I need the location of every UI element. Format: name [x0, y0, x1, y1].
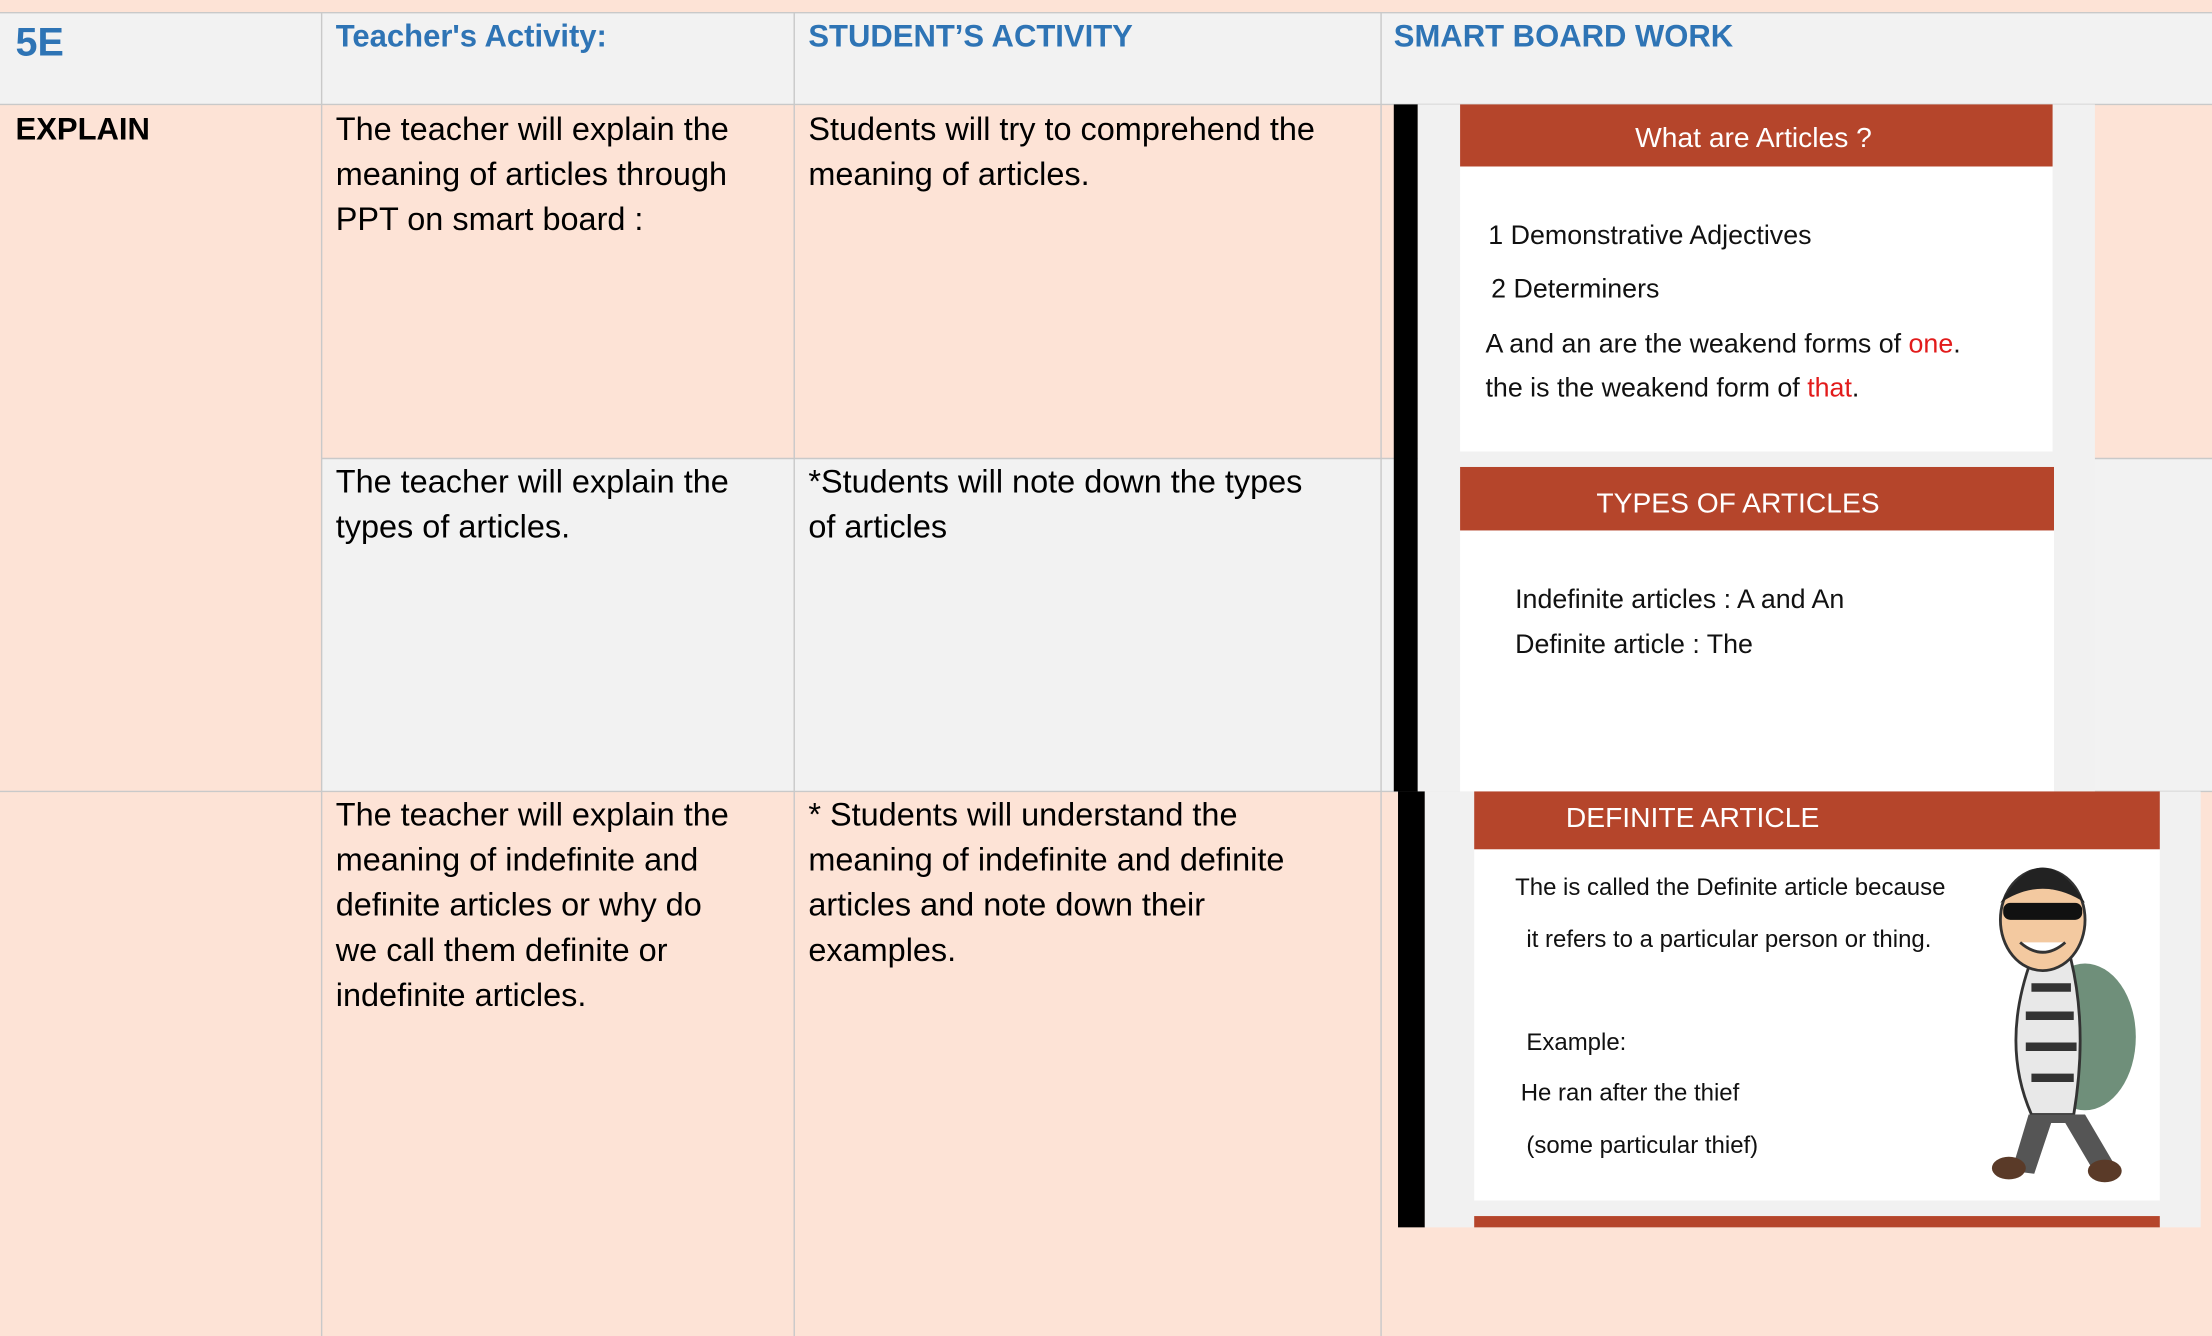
- slide-header: [1460, 466, 2054, 531]
- header-cell: STUDENT’S ACTIVITY: [808, 18, 1133, 53]
- slide-line: 1 Demonstrative Adjectives: [1488, 220, 1811, 250]
- slide-text: 1 Demonstrative Adjectives: [1488, 220, 1811, 250]
- slide-frame-bar: [1398, 791, 1425, 1228]
- slide-text: The is called the Definite article becau…: [1515, 874, 1945, 901]
- slide-text: one: [1909, 329, 1954, 359]
- slide-text: He ran after the thief: [1521, 1080, 1740, 1107]
- teacher-activity: types of articles.: [336, 509, 570, 545]
- slide-line: A and an are the weakend forms of one.: [1485, 329, 1960, 359]
- slide-line: The is called the Definite article becau…: [1515, 874, 1945, 901]
- slide-title: What are Articles ?: [1635, 121, 1872, 153]
- teacher-activity: meaning of articles through: [336, 156, 727, 192]
- thief-illustration: [1991, 867, 2136, 1183]
- student-activity: examples.: [808, 932, 956, 968]
- slide-text: .: [1852, 372, 1859, 402]
- slide-text: 2 Determiners: [1491, 274, 1659, 304]
- slide-title: TYPES OF ARTICLES: [1596, 487, 1879, 519]
- student-activity: of articles: [808, 509, 947, 545]
- slide-header: [1474, 791, 2160, 850]
- slide-line: He ran after the thief: [1521, 1080, 1740, 1107]
- slide-title: DEFINITE ARTICLE: [1566, 801, 1819, 833]
- header-cell: 5E: [16, 21, 64, 65]
- slide-line: (some particular thief): [1526, 1132, 1758, 1159]
- slide-text: that: [1807, 372, 1852, 402]
- slide-line: it refers to a particular person or thin…: [1526, 926, 1931, 953]
- slide-header: [1460, 104, 2053, 167]
- student-activity: * Students will understand the: [808, 796, 1237, 832]
- slide-text: (some particular thief): [1526, 1132, 1758, 1159]
- stage-label: EXPLAIN: [16, 111, 150, 146]
- teacher-activity: The teacher will explain the: [336, 796, 729, 832]
- slide-line: 2 Determiners: [1491, 274, 1659, 304]
- teacher-activity: we call them definite or: [335, 932, 668, 968]
- teacher-activity: The teacher will explain the: [336, 111, 729, 147]
- slide-frame-bar: [1393, 104, 1418, 792]
- slide-text: Indefinite articles : A and An: [1515, 584, 1844, 614]
- slide-text: the is the weakend form of: [1485, 372, 1807, 402]
- next-slide-edge: [1474, 1216, 2160, 1228]
- student-activity: *Students will note down the types: [808, 463, 1302, 499]
- stage-cell: [0, 458, 322, 792]
- slide-text: .: [1953, 329, 1960, 359]
- slide-text: Definite article : The: [1515, 629, 1753, 659]
- top-strip: [0, 0, 2212, 13]
- teacher-activity: PPT on smart board :: [336, 201, 644, 237]
- teacher-activity: meaning of indefinite and: [336, 842, 698, 878]
- slide-text: Example:: [1526, 1029, 1626, 1056]
- student-activity: meaning of indefinite and definite: [808, 842, 1284, 878]
- teacher-activity: definite articles or why do: [336, 887, 702, 923]
- student-activity: articles and note down their: [808, 887, 1205, 923]
- slide-line: the is the weakend form of that.: [1485, 372, 1859, 402]
- student-activity: Students will try to comprehend the: [808, 111, 1315, 147]
- student-activity: meaning of articles.: [808, 156, 1089, 192]
- header-cell: SMART BOARD WORK: [1394, 18, 1734, 53]
- slide-text: A and an are the weakend forms of: [1485, 329, 1908, 359]
- teacher-activity: indefinite articles.: [336, 977, 587, 1013]
- slide-line: Definite article : The: [1515, 629, 1753, 659]
- slide-line: Indefinite articles : A and An: [1515, 584, 1844, 614]
- teacher-activity: The teacher will explain the: [336, 463, 729, 499]
- slide-line: Example:: [1526, 1029, 1626, 1056]
- slide-text: it refers to a particular person or thin…: [1526, 926, 1931, 953]
- header-cell: Teacher's Activity:: [336, 18, 607, 53]
- header-row: [0, 12, 2212, 105]
